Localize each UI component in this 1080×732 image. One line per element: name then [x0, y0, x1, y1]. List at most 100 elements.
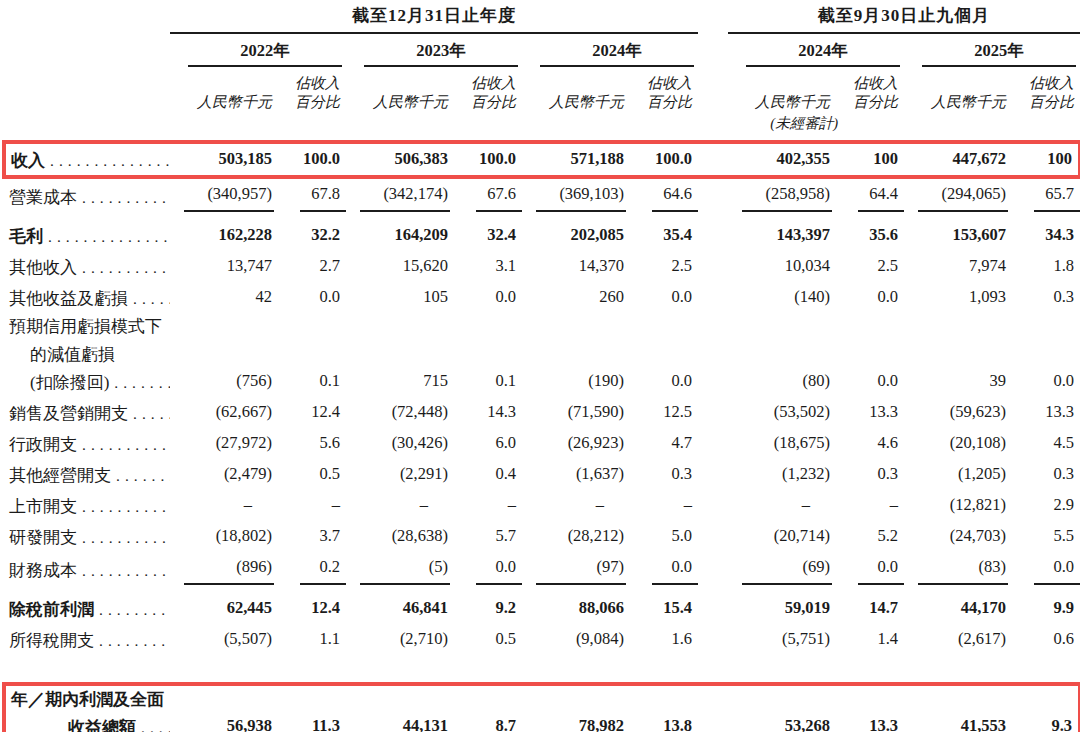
group-gap [698, 142, 728, 177]
amount-value: 7,974 [918, 251, 1008, 282]
pct-column-header: 佔收入 百分比 [274, 67, 346, 112]
year-label-2022: 2022年 [188, 40, 342, 67]
amount-value: 10,034 [742, 251, 832, 282]
row-label-text: 銷售及營銷開支 [9, 400, 128, 428]
group-gap [698, 684, 728, 732]
period-group-annual: 截至12月31日止年度 [170, 4, 698, 33]
amount-column-header: 人民幣千元 (未經審計) [728, 67, 832, 112]
pct-column-header: 佔收入 百分比 [832, 67, 904, 112]
percent-value: – [652, 490, 698, 521]
percent-value: 9.3 [1034, 711, 1078, 732]
amount-value: (30,426) [360, 428, 450, 459]
percent-value: 0.0 [858, 366, 904, 397]
percent-value: 0.0 [300, 282, 346, 313]
amount-value: – [184, 490, 274, 521]
percent-value: – [300, 490, 346, 521]
percent-value: 2.9 [1034, 490, 1080, 521]
amount-value: 78,982 [536, 711, 626, 732]
amount-value: 162,228 [184, 220, 274, 251]
percent-value: 12.4 [300, 593, 346, 624]
row-label: 所得稅開支 [4, 624, 170, 655]
row-label-text: 年／期內利潤及全面 [11, 686, 164, 714]
table-body: 收入 503,185 100.0 506,383 100.0 571,188 1… [4, 142, 1080, 732]
table-row: 銷售及營銷開支 (62,667) 12.4 (72,448) 14.3 (71,… [4, 397, 1080, 428]
percent-value: 2.7 [300, 251, 346, 282]
percent-value: 32.4 [476, 220, 522, 251]
group-gap [698, 177, 728, 212]
amount-value: 164,209 [360, 220, 450, 251]
dot-leader [128, 285, 170, 313]
group-gap [698, 397, 728, 428]
group-gap [698, 585, 728, 624]
row-label-text: 財務成本 [9, 557, 77, 585]
percent-value: 2.5 [652, 251, 698, 282]
row-label-line: 其他收益及虧損 [9, 285, 170, 313]
percent-value: 14.3 [476, 397, 522, 428]
amount-value: (20,714) [742, 521, 832, 552]
dot-leader [43, 223, 170, 251]
row-label: 營業成本 [4, 177, 170, 212]
row-label: 除稅前利潤 [4, 585, 170, 624]
dot-leader [77, 431, 170, 459]
year-label-2025-9m: 2025年 [922, 40, 1076, 67]
percent-value: 5.0 [652, 521, 698, 552]
table-row: 營業成本 (340,957) 67.8 (342,174) 67.6 (369,… [4, 177, 1080, 212]
dot-leader [94, 596, 170, 624]
dot-leader [136, 714, 170, 732]
header-spacer [4, 67, 170, 112]
row-label-line: 其他收入 [9, 254, 170, 282]
header-gap-row [4, 112, 1080, 142]
group-gap [698, 552, 728, 585]
amount-value: (5,507) [184, 624, 274, 655]
amount-value: (72,448) [360, 397, 450, 428]
amount-value: (18,675) [742, 428, 832, 459]
amount-value: (80) [742, 366, 832, 397]
amount-value: 62,445 [184, 593, 274, 624]
amount-value: 202,085 [536, 220, 626, 251]
row-label-line: 營業成本 [9, 184, 170, 212]
dot-leader [77, 184, 170, 212]
amount-value: (756) [184, 366, 274, 397]
row-label: 其他收入 [4, 251, 170, 282]
row-label-text: 除稅前利潤 [9, 596, 94, 624]
row-label-text: 預期信用虧損模式下 [9, 313, 162, 341]
amount-value: 715 [360, 366, 450, 397]
table-row: 財務成本 (896) 0.2 (5) 0.0 (97) 0.0 (69) 0.0… [4, 552, 1080, 585]
row-label: 銷售及營銷開支 [4, 397, 170, 428]
amount-value: (342,174) [360, 179, 450, 212]
amount-value: (5) [360, 552, 450, 585]
percent-value: 0.1 [300, 366, 346, 397]
percent-value: 34.3 [1034, 220, 1080, 251]
percent-value: 4.7 [652, 428, 698, 459]
group-gap [698, 490, 728, 521]
percent-value: 4.6 [858, 428, 904, 459]
dot-leader [77, 524, 170, 552]
table-row: 其他經營開支 (2,479) 0.5 (2,291) 0.4 (1,637) 0… [4, 459, 1080, 490]
amount-value: (24,703) [918, 521, 1008, 552]
percent-value: 13.3 [858, 397, 904, 428]
amount-value: (97) [536, 552, 626, 585]
percent-value: – [476, 490, 522, 521]
unaudited-note: (未經審計) [770, 114, 838, 133]
amount-value: (1,205) [918, 459, 1008, 490]
percent-value: 14.7 [858, 593, 904, 624]
amount-value: (12,821) [918, 490, 1008, 521]
row-label: 行政開支 [4, 428, 170, 459]
amount-value: 153,607 [918, 220, 1008, 251]
amount-value: 88,066 [536, 593, 626, 624]
percent-value: 32.2 [300, 220, 346, 251]
percent-value: 13.3 [858, 711, 904, 732]
amount-value: 59,019 [742, 593, 832, 624]
amount-value: (53,502) [742, 397, 832, 428]
table-row: 行政開支 (27,972) 5.6 (30,426) 6.0 (26,923) … [4, 428, 1080, 459]
row-gap [4, 655, 1080, 684]
row-label-line: 除稅前利潤 [9, 596, 170, 624]
row-label-line: 研發開支 [9, 524, 170, 552]
amount-value: (2,479) [184, 459, 274, 490]
percent-value: 4.5 [1034, 428, 1080, 459]
percent-value: 67.8 [300, 179, 346, 212]
amount-value: (258,958) [742, 179, 832, 212]
group-gap [698, 67, 728, 112]
amount-value: 15,620 [360, 251, 450, 282]
amount-value: (190) [536, 366, 626, 397]
